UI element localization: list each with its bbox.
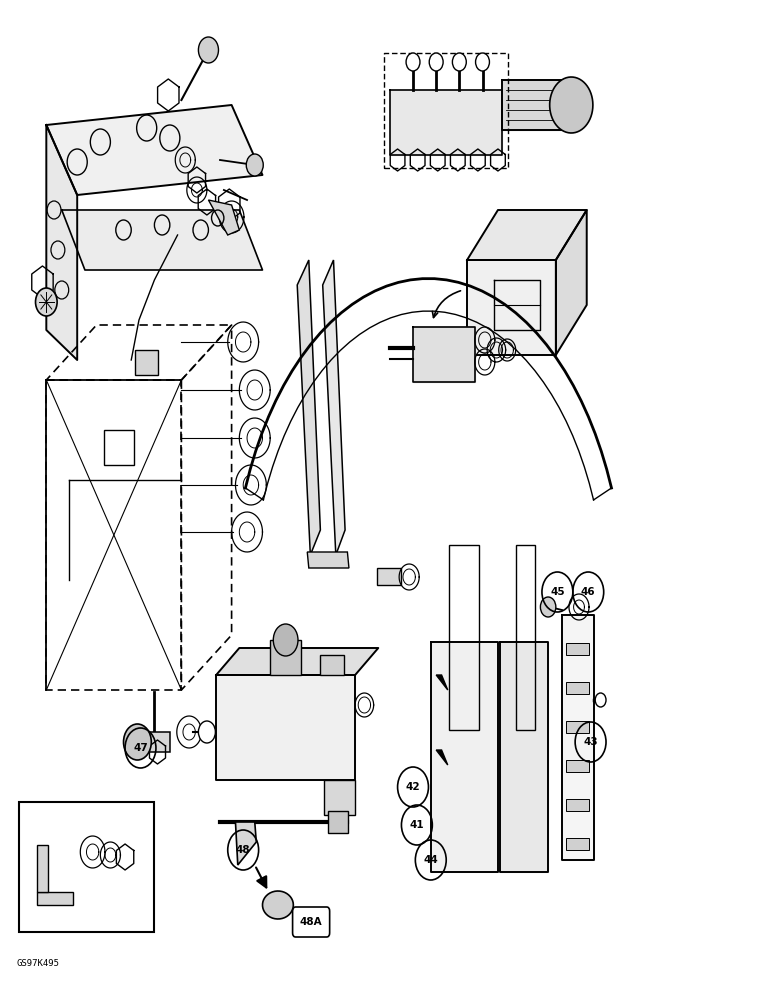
Text: 48A: 48A (300, 917, 323, 927)
Polygon shape (216, 648, 378, 675)
Bar (566, 643, 589, 655)
Circle shape (246, 154, 263, 176)
Polygon shape (502, 80, 571, 130)
Circle shape (198, 721, 215, 743)
Polygon shape (141, 732, 170, 752)
Polygon shape (297, 260, 320, 555)
Bar (566, 721, 589, 733)
Bar (104, 430, 134, 465)
Polygon shape (431, 642, 498, 872)
Polygon shape (262, 891, 293, 919)
Text: 41: 41 (410, 820, 424, 830)
Bar (19, 802, 154, 932)
Bar (566, 682, 589, 694)
Text: 45: 45 (550, 587, 564, 597)
Polygon shape (46, 125, 77, 360)
Polygon shape (208, 200, 239, 235)
Polygon shape (467, 210, 587, 260)
Circle shape (540, 597, 556, 617)
Polygon shape (37, 845, 48, 892)
Polygon shape (550, 77, 593, 133)
Polygon shape (235, 822, 256, 865)
Circle shape (273, 624, 298, 656)
Polygon shape (37, 892, 73, 905)
Circle shape (452, 53, 466, 71)
Bar (328, 811, 348, 833)
Polygon shape (413, 327, 475, 382)
Polygon shape (270, 640, 301, 675)
Polygon shape (390, 90, 502, 155)
Polygon shape (500, 642, 548, 872)
Text: GS97K495: GS97K495 (17, 960, 60, 968)
Text: 42: 42 (406, 782, 420, 792)
Polygon shape (377, 568, 401, 585)
Polygon shape (216, 675, 355, 780)
Circle shape (595, 693, 606, 707)
Text: 46: 46 (581, 587, 595, 597)
Polygon shape (320, 655, 344, 675)
Text: 48: 48 (236, 845, 250, 855)
Bar (135, 350, 158, 375)
Circle shape (198, 37, 218, 63)
Circle shape (476, 53, 489, 71)
Bar (449, 545, 479, 730)
Text: 43: 43 (584, 737, 598, 747)
Polygon shape (46, 105, 262, 195)
Polygon shape (307, 552, 349, 568)
Polygon shape (324, 780, 355, 815)
Polygon shape (62, 210, 262, 270)
Polygon shape (323, 260, 345, 555)
Circle shape (406, 53, 420, 71)
Text: 44: 44 (423, 855, 438, 865)
Bar (566, 838, 589, 850)
Polygon shape (467, 260, 556, 355)
Bar (516, 545, 535, 730)
Text: 47: 47 (133, 743, 148, 753)
Bar (566, 799, 589, 811)
Polygon shape (436, 750, 448, 765)
Polygon shape (562, 615, 594, 860)
Bar (566, 760, 589, 772)
Polygon shape (436, 675, 448, 690)
Polygon shape (556, 210, 587, 355)
Circle shape (429, 53, 443, 71)
Circle shape (124, 724, 151, 760)
Circle shape (36, 288, 57, 316)
